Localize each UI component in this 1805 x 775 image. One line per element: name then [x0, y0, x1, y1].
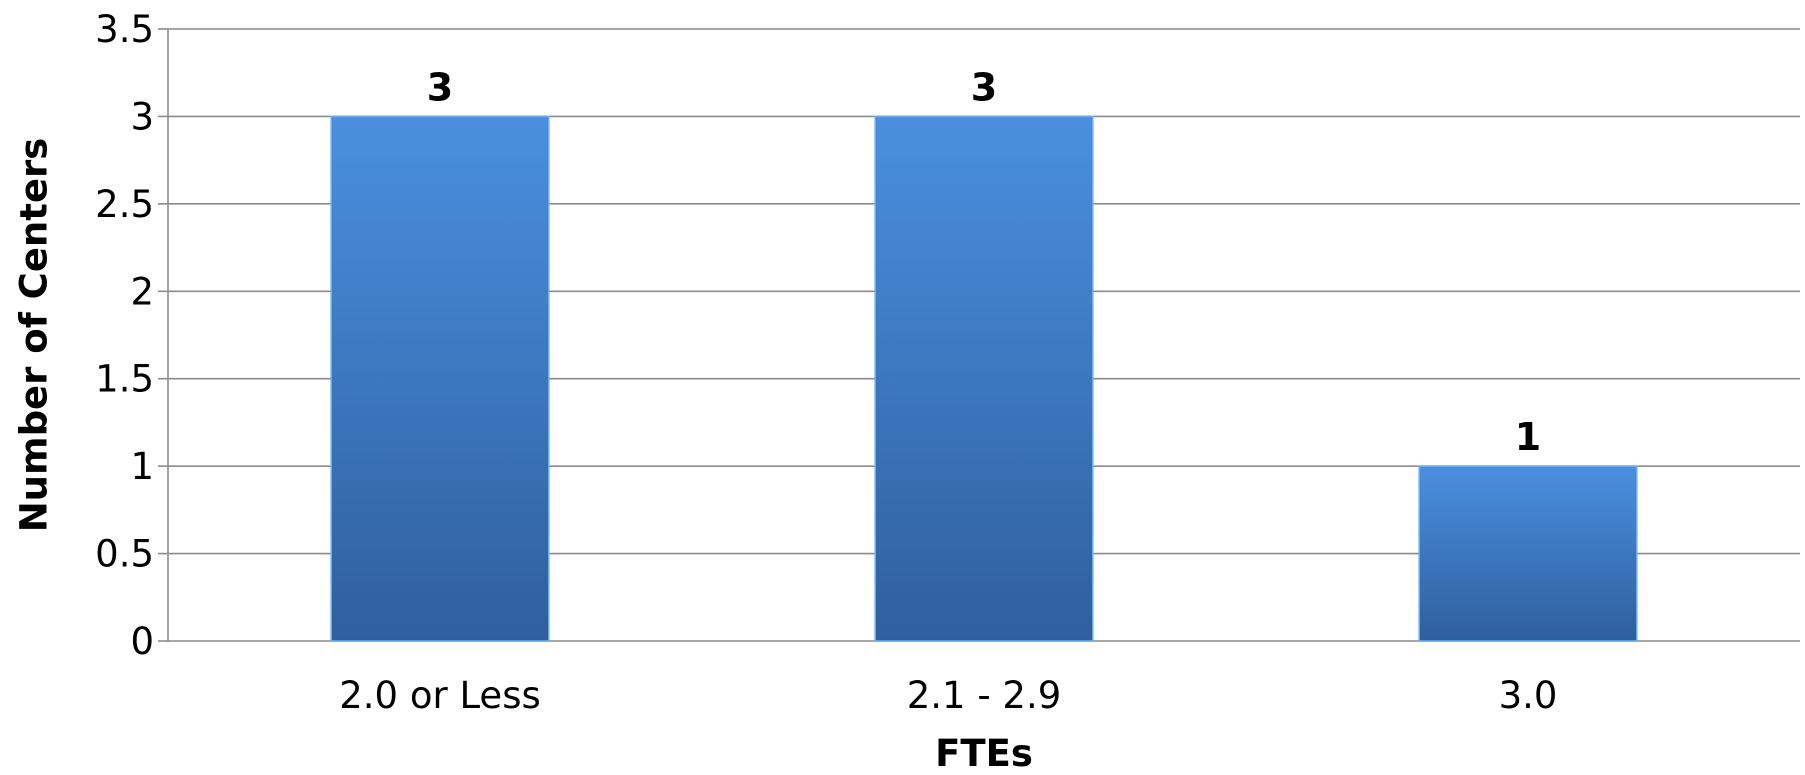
y-axis-ticks: 0 0.5 1 1.5 2 2.5 3 3.5 — [95, 8, 154, 663]
y-tick-label: 1 — [130, 445, 154, 488]
x-tick-label: 2.1 - 2.9 — [907, 674, 1062, 717]
y-tick-label: 0 — [130, 620, 154, 663]
bar — [1418, 465, 1638, 642]
bar — [330, 115, 550, 642]
x-axis-ticks: 2.0 or Less 2.1 - 2.9 3.0 — [339, 674, 1557, 717]
y-tick-label: 2 — [130, 270, 154, 313]
bars — [330, 115, 1638, 642]
y-axis-title: Number of Centers — [13, 138, 56, 533]
data-label: 1 — [1515, 415, 1541, 459]
data-label: 3 — [971, 65, 997, 109]
data-labels: 3 3 1 — [427, 65, 1541, 459]
y-tick-label: 2.5 — [95, 183, 154, 226]
y-tick-label: 3.5 — [95, 8, 154, 51]
bar — [874, 115, 1094, 642]
y-tick-label: 0.5 — [95, 533, 154, 576]
x-tick-label: 2.0 or Less — [339, 674, 541, 717]
x-tick-label: 3.0 — [1499, 674, 1558, 717]
y-tick-label: 1.5 — [95, 358, 154, 401]
x-axis-title: FTEs — [935, 732, 1033, 775]
data-label: 3 — [427, 65, 453, 109]
y-tick-label: 3 — [130, 95, 154, 138]
